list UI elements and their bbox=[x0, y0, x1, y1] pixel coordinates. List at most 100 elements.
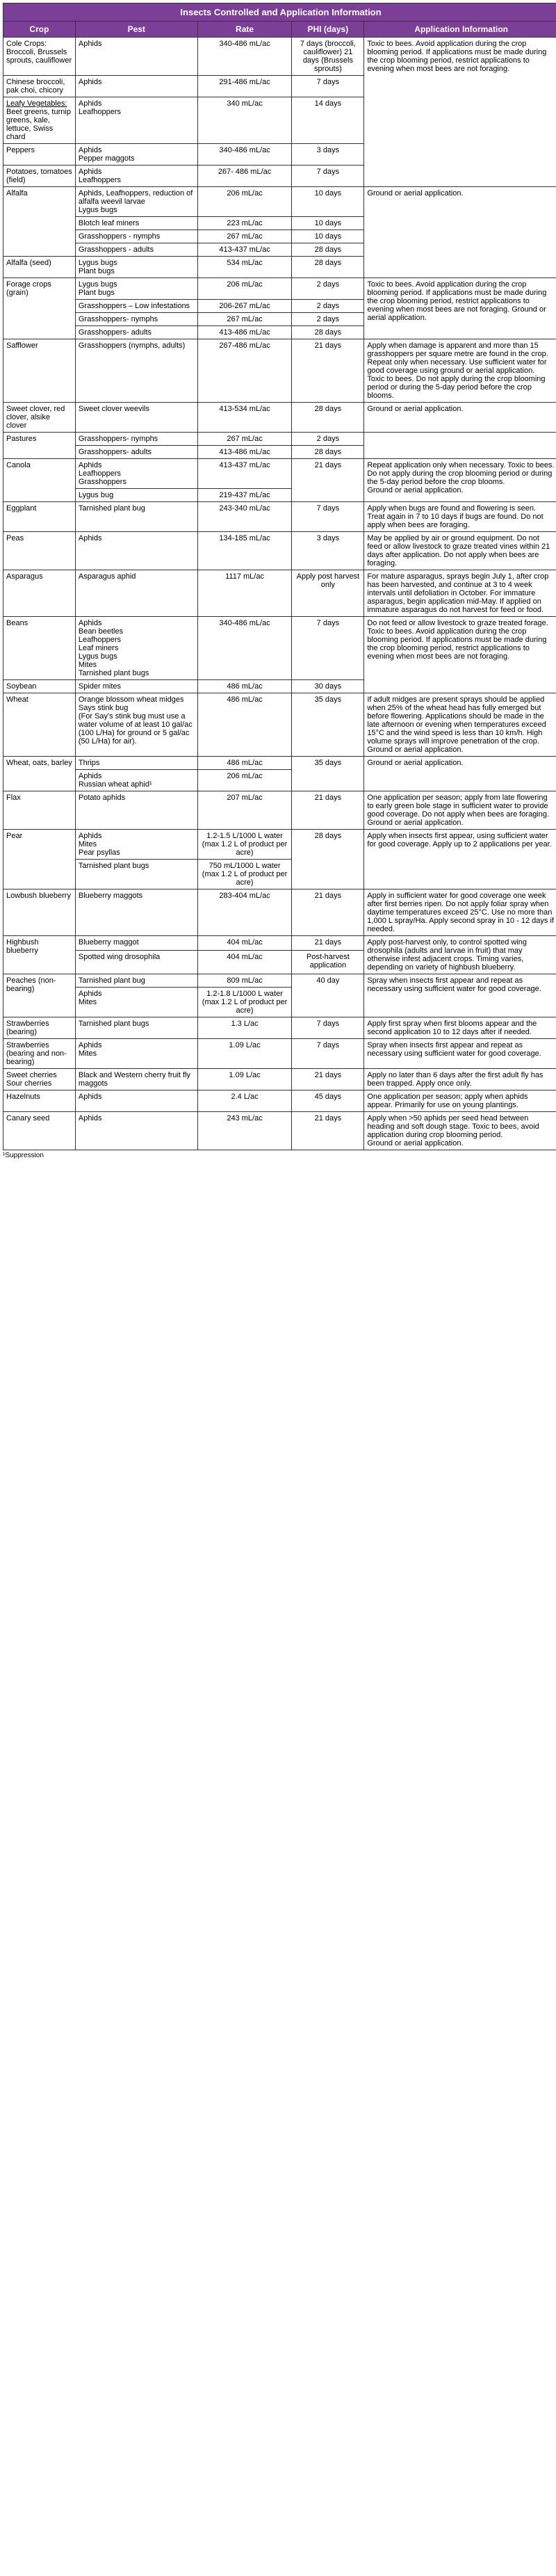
pest-cell: Aphids bbox=[75, 76, 197, 97]
rate-cell: 486 mL/ac bbox=[197, 680, 292, 693]
app-cell: May be applied by air or ground equipmen… bbox=[364, 532, 556, 570]
app-cell: For mature asparagus, sprays begin July … bbox=[364, 570, 556, 617]
crop-cell: Lowbush blueberry bbox=[3, 889, 76, 936]
rate-cell: 413-534 mL/ac bbox=[197, 403, 292, 433]
table-row: Hazelnuts Aphids 2.4 L/ac 45 days One ap… bbox=[3, 1090, 556, 1112]
crop-cell: Peaches (non-bearing) bbox=[3, 974, 76, 1017]
rate-cell: 267- 486 mL/ac bbox=[197, 166, 292, 187]
header-row: Crop Pest Rate PHI (days) Application In… bbox=[3, 22, 556, 38]
rate-cell: 2.4 L/ac bbox=[197, 1090, 292, 1112]
footnote: ¹Suppression bbox=[3, 1152, 556, 1159]
pest-cell: Blotch leaf miners bbox=[75, 217, 197, 230]
rate-cell: 340 mL/ac bbox=[197, 97, 292, 144]
phi-cell: Post-harvest application bbox=[292, 950, 364, 974]
phi-cell: 7 days (broccoli, cauliflower) 21 days (… bbox=[292, 38, 364, 76]
phi-cell: 35 days bbox=[292, 757, 364, 791]
crop-cell: Leafy Vegetables: Beet greens, turnip gr… bbox=[3, 97, 76, 144]
rate-cell: 340-486 mL/ac bbox=[197, 38, 292, 76]
rate-cell: 413-486 mL/ac bbox=[197, 326, 292, 339]
phi-cell: 35 days bbox=[292, 693, 364, 757]
table-row: Lowbush blueberry Blueberry maggots 283-… bbox=[3, 889, 556, 936]
crop-rest: Beet greens, turnip greens, kale, lettuc… bbox=[6, 108, 71, 141]
pest-cell: AphidsRussian wheat aphid¹ bbox=[75, 770, 197, 791]
crop-cell: Flax bbox=[3, 791, 76, 830]
table-row: Safflower Grasshoppers (nymphs, adults) … bbox=[3, 339, 556, 403]
table-row: Canary seed Aphids 243 mL/ac 21 days App… bbox=[3, 1112, 556, 1150]
app-cell: Toxic to bees. Avoid application during … bbox=[364, 278, 556, 339]
app-cell: Apply when damage is apparent and more t… bbox=[364, 339, 556, 403]
crop-cell: Peas bbox=[3, 532, 76, 570]
app-cell: Apply first spray when first blooms appe… bbox=[364, 1017, 556, 1039]
pest-cell: Grasshoppers - adults bbox=[75, 243, 197, 257]
crop-cell: Chinese broccoli, pak choi, chicory bbox=[3, 76, 76, 97]
crop-cell: Canola bbox=[3, 459, 76, 502]
rate-cell: 267-486 mL/ac bbox=[197, 339, 292, 403]
rate-cell: 243-340 mL/ac bbox=[197, 502, 292, 532]
table-row: Alfalfa Aphids, Leafhoppers, reduction o… bbox=[3, 187, 556, 217]
phi-cell: 2 days bbox=[292, 278, 364, 300]
table-row: Pear AphidsMitesPear psyllas 1.2-1.5 L/1… bbox=[3, 830, 556, 860]
phi-cell: 2 days bbox=[292, 433, 364, 446]
pest-cell: Lygus bugsPlant bugs bbox=[75, 257, 197, 278]
pest-cell: AphidsBean beetlesLeafhoppersLeaf miners… bbox=[75, 617, 197, 680]
pest-cell: AphidsPepper maggots bbox=[75, 144, 197, 166]
crop-cell: Canary seed bbox=[3, 1112, 76, 1150]
hdr-pest: Pest bbox=[75, 22, 197, 38]
pest-cell: Spider mites bbox=[75, 680, 197, 693]
phi-cell: 28 days bbox=[292, 403, 364, 433]
pest-cell: Grasshoppers- adults bbox=[75, 446, 197, 459]
phi-cell: 7 days bbox=[292, 1017, 364, 1039]
pest-cell: Potato aphids bbox=[75, 791, 197, 830]
table-row: Eggplant Tarnished plant bug 243-340 mL/… bbox=[3, 502, 556, 532]
crop-cell: Highbush blueberry bbox=[3, 936, 76, 974]
app-cell: Spray when insects first appear and repe… bbox=[364, 974, 556, 1017]
app-cell: Apply when bugs are found and flowering … bbox=[364, 502, 556, 532]
table-row: Peaches (non-bearing) Tarnished plant bu… bbox=[3, 974, 556, 988]
rate-cell: 219-437 mL/ac bbox=[197, 489, 292, 502]
crop-cell: Eggplant bbox=[3, 502, 76, 532]
pest-cell: Lygus bugsPlant bugs bbox=[75, 278, 197, 300]
pest-cell: Tarnished plant bugs bbox=[75, 860, 197, 889]
pest-cell: Blueberry maggots bbox=[75, 889, 197, 936]
rate-cell: 267 mL/ac bbox=[197, 313, 292, 326]
pest-cell: AphidsMites bbox=[75, 988, 197, 1017]
table-row: Highbush blueberry Blueberry maggot 404 … bbox=[3, 936, 556, 951]
phi-cell: 3 days bbox=[292, 532, 364, 570]
pest-cell: AphidsLeafhoppersGrasshoppers bbox=[75, 459, 197, 489]
hdr-rate: Rate bbox=[197, 22, 292, 38]
table-row: Pastures Grasshoppers- nymphs 267 mL/ac … bbox=[3, 433, 556, 446]
table-row: Beans AphidsBean beetlesLeafhoppersLeaf … bbox=[3, 617, 556, 680]
rate-cell: 283-404 mL/ac bbox=[197, 889, 292, 936]
table-row: Strawberries (bearing and non-bearing) A… bbox=[3, 1039, 556, 1069]
table-row: Asparagus Asparagus aphid 1117 mL/ac App… bbox=[3, 570, 556, 617]
phi-cell: 10 days bbox=[292, 217, 364, 230]
table-row: Wheat Orange blossom wheat midgesSays st… bbox=[3, 693, 556, 757]
phi-cell: 28 days bbox=[292, 257, 364, 278]
app-cell: Apply when >50 aphids per seed head betw… bbox=[364, 1112, 556, 1150]
phi-cell: Apply post harvest only bbox=[292, 570, 364, 617]
phi-cell: 7 days bbox=[292, 166, 364, 187]
hdr-appinfo: Application Information bbox=[364, 22, 556, 38]
pest-cell: Grasshoppers- adults bbox=[75, 326, 197, 339]
pest-cell: Grasshoppers- nymphs bbox=[75, 313, 197, 326]
crop-cell: Safflower bbox=[3, 339, 76, 403]
pest-cell: Thrips bbox=[75, 757, 197, 770]
rate-cell: 413-486 mL/ac bbox=[197, 446, 292, 459]
pest-cell: AphidsLeafhoppers bbox=[75, 166, 197, 187]
app-cell: One application per season; apply from l… bbox=[364, 791, 556, 830]
phi-cell: 28 days bbox=[292, 830, 364, 889]
phi-cell: 10 days bbox=[292, 230, 364, 243]
app-cell: Repeat application only when necessary. … bbox=[364, 459, 556, 502]
rate-cell: 1.3 L/ac bbox=[197, 1017, 292, 1039]
rate-cell: 206 mL/ac bbox=[197, 187, 292, 217]
hdr-phi: PHI (days) bbox=[292, 22, 364, 38]
title-row: Insects Controlled and Application Infor… bbox=[3, 3, 556, 22]
rate-cell: 750 mL/1000 L water(max 1.2 L of product… bbox=[197, 860, 292, 889]
pest-cell: Grasshoppers (nymphs, adults) bbox=[75, 339, 197, 403]
crop-cell: Peppers bbox=[3, 144, 76, 166]
crop-cell: Wheat bbox=[3, 693, 76, 757]
pest-cell: AphidsMites bbox=[75, 1039, 197, 1069]
pest-cell: Aphids bbox=[75, 532, 197, 570]
crop-cell: Pear bbox=[3, 830, 76, 889]
rate-cell: 267 mL/ac bbox=[197, 230, 292, 243]
